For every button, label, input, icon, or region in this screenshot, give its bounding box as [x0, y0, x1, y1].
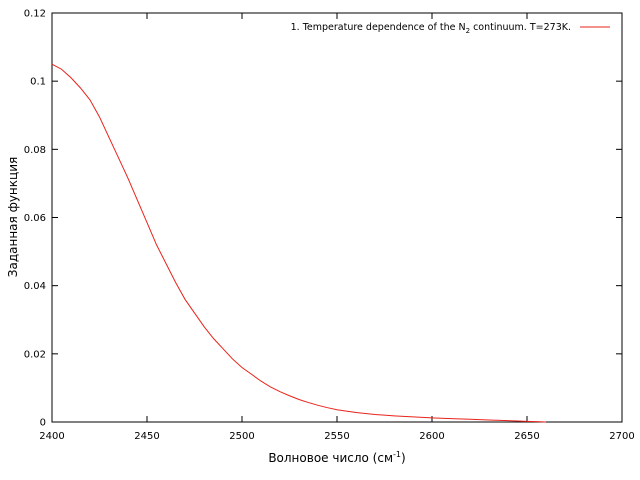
x-tick-label: 2500	[229, 431, 254, 442]
plot-frame	[51, 12, 623, 423]
y-tick-label: 0.12	[24, 9, 46, 20]
x-axis: 2400 2450 2500 2550 2600 2650 2700	[39, 13, 635, 442]
y-tick-label: 0.08	[24, 145, 46, 156]
y-tick-label: 0	[40, 418, 46, 429]
x-tick-label: 2550	[324, 431, 349, 442]
x-tick-label: 2600	[419, 431, 444, 442]
y-tick-label: 0.06	[24, 213, 46, 224]
y-axis-title: Заданная функция	[6, 157, 20, 277]
legend: 1. Temperature dependence of the N2 cont…	[291, 22, 610, 35]
x-tick-label: 2700	[609, 431, 634, 442]
y-tick-label: 0.02	[24, 349, 46, 360]
legend-label: 1. Temperature dependence of the N2 cont…	[291, 22, 571, 35]
series-line	[51, 63, 547, 423]
x-tick-label: 2650	[514, 431, 539, 442]
x-axis-title: Волновое число (см-1)	[268, 450, 405, 465]
x-tick-label: 2450	[134, 431, 159, 442]
y-tick-label: 0.04	[24, 281, 46, 292]
y-tick-label: 0.1	[30, 77, 46, 88]
x-tick-label: 2400	[39, 431, 64, 442]
y-axis: 0 0.02 0.04 0.06 0.08 0.1 0.12	[24, 9, 622, 429]
